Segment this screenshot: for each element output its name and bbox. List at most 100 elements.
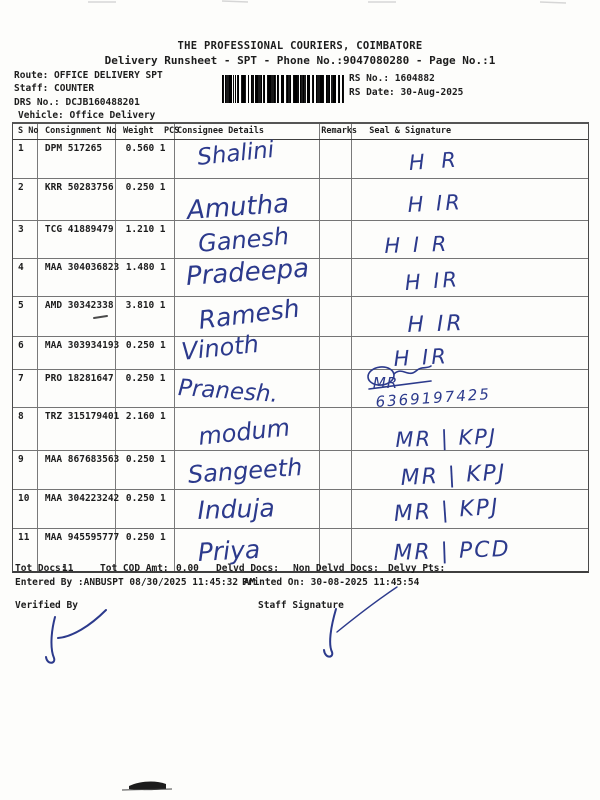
seal-handwriting: MR | KPJ — [392, 494, 501, 527]
consignee-cell: Amutha — [175, 179, 320, 226]
pcs-value: 1 — [159, 224, 166, 235]
header-seal: Seal & Signature — [369, 126, 452, 136]
weight-pcs-cell: 0.250 1 — [116, 179, 175, 220]
pcs-value: 1 — [160, 262, 166, 273]
remarks-cell — [320, 259, 352, 296]
pcs-value: 1 — [159, 143, 166, 154]
sno-cell: 4 — [13, 259, 38, 296]
weight-pcs-cell: 0.250 1 — [116, 490, 175, 528]
rs-date-line: RS Date: 30-Aug-2025 — [349, 87, 464, 98]
rs-no-line: RS No.: 1604882 — [349, 73, 435, 84]
remarks-cell — [320, 408, 352, 450]
sno-cell: 11 — [13, 529, 38, 571]
company-title: THE PROFESSIONAL COURIERS, COIMBATORE — [177, 40, 423, 52]
tot-docs-label: Tot Docs: — [15, 563, 67, 574]
drs-no-line: DRS No.: DCJB160488201 — [14, 97, 140, 108]
consignee-cell: Induja — [175, 490, 321, 528]
remarks-cell — [320, 179, 352, 220]
consignment-cell: MAA 303934193 — [38, 337, 119, 369]
weight-value: 0.250 — [125, 454, 155, 465]
consignee-handwriting: Pranesh. — [176, 375, 279, 408]
remarks-cell — [320, 140, 352, 178]
seal-cell: MR | KPJ — [352, 408, 588, 452]
sno-cell: 10 — [13, 490, 38, 528]
remarks-cell — [320, 490, 352, 528]
runsheet-table: S No Consignment No Weight PCS Consignee… — [12, 122, 589, 573]
seal-cell: H IR — [352, 297, 588, 338]
sno-cell: 8 — [13, 408, 38, 450]
table-row: 7 PRO 18281647 0.250 1 Pranesh. MR 636919… — [13, 370, 588, 411]
delvy-pts-label: Delvy Pts: — [388, 563, 446, 574]
table-row: 1 DPM 517265 0.560 1 Shalini H R — [13, 136, 588, 179]
consignment-cell: PRO 18281647 — [38, 370, 116, 407]
remarks-cell — [320, 451, 352, 489]
remarks-cell — [320, 297, 352, 336]
verified-by-label: Verified By — [15, 600, 78, 611]
header-consignee: Consignee Details — [175, 124, 321, 139]
weight-value: 0.250 — [125, 532, 155, 543]
weight-pcs-cell: 0.250 1 — [116, 451, 175, 489]
sno-cell: 7 — [13, 370, 38, 407]
tot-cod-value: 0.00 — [176, 563, 199, 574]
consignee-handwriting: Priya — [196, 534, 261, 567]
consignee-cell: modum — [175, 408, 321, 451]
weight-pcs-cell: 0.250 1 — [116, 337, 175, 369]
weight-value: 1.480 — [125, 262, 155, 273]
consignment-cell: TCG 41889479 — [38, 221, 116, 258]
sno-cell: 2 — [13, 179, 38, 220]
entered-by-line: Entered By :ANBUSPT 08/30/2025 11:45:32 … — [15, 577, 256, 588]
table-row: 3 TCG 41889479 1.210 1 Ganesh H I R — [13, 221, 588, 259]
pcs-value: 1 — [160, 493, 166, 504]
seal-handwriting: MR | PCD — [392, 536, 512, 566]
weight-pcs-cell: 0.250 1 — [116, 529, 175, 571]
tot-cod-label: Tot COD Amt: — [100, 563, 169, 574]
consignee-handwriting: Sangeeth — [186, 453, 303, 489]
pcs-value: 1 — [159, 373, 166, 384]
consignment-cell: AMD 30342338 — [38, 297, 116, 336]
table-row: 6 MAA 303934193 0.250 1 Vinoth H IR — [13, 330, 588, 371]
table-row: 5 AMD 30342338 3.810 1 Ramesh H IR — [13, 294, 588, 338]
table-header-row: S No Consignment No Weight PCS Consignee… — [13, 124, 588, 140]
staff-signature-label: Staff Signature — [258, 600, 344, 611]
weight-value: 2.160 — [125, 411, 155, 422]
weight-pcs-cell: 3.810 1 — [116, 297, 175, 336]
header-sno: S No — [13, 124, 38, 139]
sno-cell: 1 — [13, 140, 38, 178]
runsheet-subtitle: Delivery Runsheet - SPT - Phone No.:9047… — [104, 54, 496, 67]
header-remarks: Remarks — [320, 124, 357, 139]
seal-cell: H IR — [352, 259, 588, 296]
pcs-value: 1 — [160, 411, 166, 422]
seal-handwriting: H I R — [383, 231, 450, 258]
weight-pcs-cell: 1.210 1 — [116, 221, 175, 258]
consignment-cell: MAA 945595777 — [38, 529, 119, 571]
table-row: 8 TRZ 315179401 2.160 1 modum MR | KPJ — [13, 408, 588, 452]
seal-cell: H I R — [352, 221, 588, 258]
weight-pcs-cell: 0.560 1 — [116, 140, 175, 178]
consignee-handwriting: Pradeepa — [184, 253, 310, 292]
seal-cell: MR | KPJ — [352, 451, 588, 491]
table-row: 10 MAA 304223242 0.250 1 Induja MR | KPJ — [13, 490, 588, 529]
table-row: 4 MAA 304036823 1.480 1 Pradeepa H IR — [13, 253, 588, 297]
seal-handwriting: MR | KPJ — [394, 424, 498, 452]
seal-handwriting: H IR — [406, 190, 464, 217]
consignee-cell: Pranesh. — [175, 370, 320, 408]
consignment-cell: KRR 50283756 — [38, 179, 116, 220]
consignee-handwriting: Shalini — [195, 136, 275, 171]
consignee-cell: Ramesh — [175, 294, 320, 336]
pcs-value: 1 — [160, 454, 166, 465]
pcs-value: 1 — [160, 340, 166, 351]
route-line: Route: OFFICE DELIVERY SPT — [14, 70, 163, 81]
pcs-value: 1 — [159, 300, 166, 311]
sno-cell: 3 — [13, 221, 38, 258]
sno-cell: 9 — [13, 451, 38, 489]
weight-value: 0.560 — [125, 143, 155, 154]
non-delvd-docs-label: Non Delvd Docs: — [293, 563, 379, 574]
consignment-cell: MAA 304223242 — [38, 490, 119, 528]
pcs-value: 1 — [159, 182, 166, 193]
weight-value: 3.810 — [125, 300, 155, 311]
remarks-cell — [320, 529, 352, 571]
consignee-cell: Shalini — [175, 136, 320, 178]
weight-value: 0.250 — [125, 493, 155, 504]
printed-on-line: Printed On: 30-08-2025 11:45:54 — [242, 577, 420, 588]
barcode — [222, 75, 345, 103]
